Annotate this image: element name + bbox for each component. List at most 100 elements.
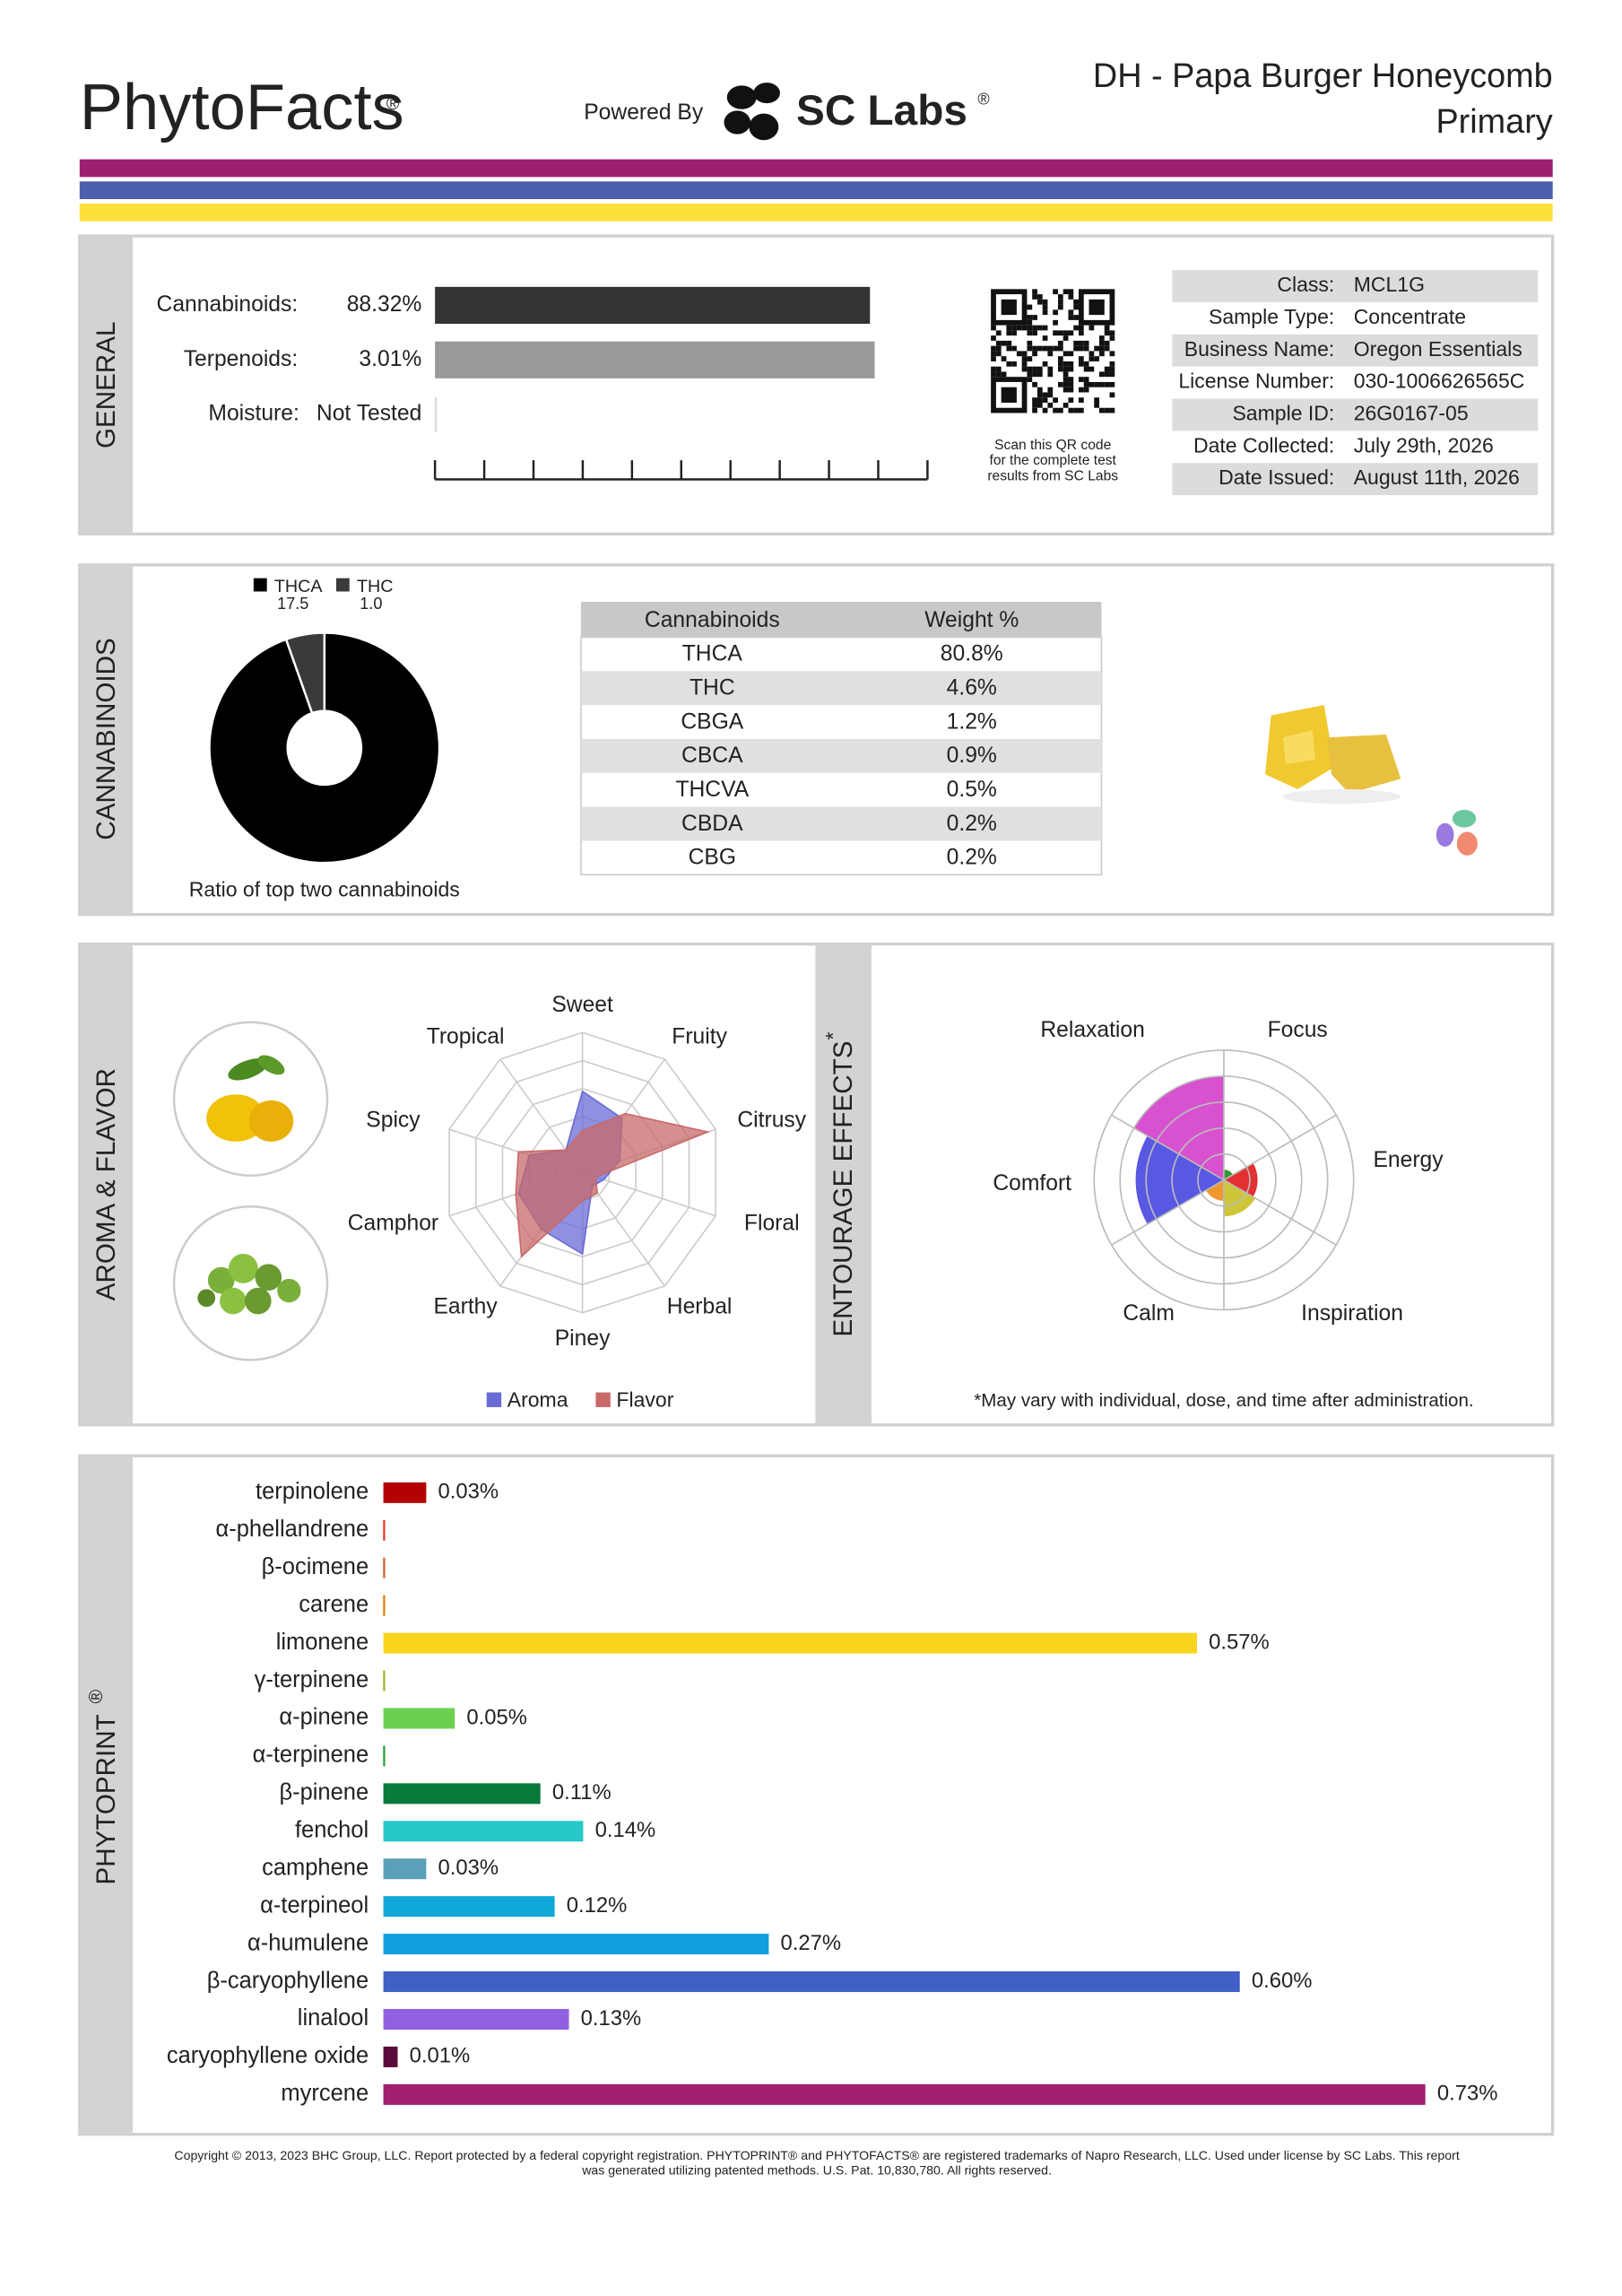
qr-cell xyxy=(1006,330,1012,336)
polar-spoke xyxy=(1223,1114,1337,1181)
table-cell: CBGA xyxy=(681,709,743,734)
section-label: CANNABINOIDS xyxy=(91,638,121,839)
radar-axis-label: Citrusy xyxy=(737,1109,806,1133)
qr-cell xyxy=(995,340,1002,346)
qr-cell xyxy=(1057,304,1063,310)
qr-cell xyxy=(1063,387,1069,393)
terpene-name: α-terpinene xyxy=(253,1743,369,1768)
radar-axis-label: Earthy xyxy=(433,1294,498,1318)
qr-cell xyxy=(1104,345,1110,352)
qr-cell xyxy=(1094,397,1100,403)
qr-cell xyxy=(1089,351,1095,357)
effect-sector xyxy=(1223,1170,1233,1180)
sc-logo-small xyxy=(1436,809,1478,856)
radar-axis-label: Piney xyxy=(555,1326,611,1351)
qr-cell xyxy=(1089,325,1095,331)
table-row-bg xyxy=(580,806,1102,841)
qr-cell xyxy=(1027,330,1033,336)
legend-label: THCA xyxy=(274,577,324,596)
terpene-bar xyxy=(383,1783,541,1805)
qr-cell xyxy=(1063,335,1069,341)
qr-cell xyxy=(1047,345,1054,352)
qr-cell xyxy=(1057,294,1063,300)
terpene-bar xyxy=(383,1858,427,1880)
info-value: 26G0167-05 xyxy=(1354,402,1469,425)
table-cell: THCVA xyxy=(675,778,749,802)
info-value: July 29th, 2026 xyxy=(1354,433,1494,457)
terpene-value: 0.27% xyxy=(781,1931,842,1955)
terpene-name: α-terpineol xyxy=(260,1892,369,1918)
qr-cell xyxy=(1068,289,1074,295)
qr-cell xyxy=(995,366,1002,372)
qr-cell xyxy=(1021,361,1028,367)
qr-cell xyxy=(1027,345,1033,352)
qr-cell xyxy=(1109,335,1115,341)
qr-cell xyxy=(1057,356,1063,361)
row-label: Moisture: xyxy=(208,402,299,426)
radar-axis-label: Camphor xyxy=(348,1211,438,1235)
terpene-bar xyxy=(383,1821,584,1842)
qr-cell xyxy=(1068,315,1074,320)
info-label: Date Collected: xyxy=(1193,433,1334,457)
qr-cell xyxy=(1083,377,1089,382)
qr-cell xyxy=(1042,299,1048,305)
qr-cell xyxy=(1063,366,1069,372)
qr-cell xyxy=(1011,325,1017,331)
qr-cell xyxy=(1063,377,1069,382)
qr-cell xyxy=(1032,294,1037,300)
qr-cell xyxy=(1053,407,1058,413)
qr-cell xyxy=(1042,345,1048,352)
radar-axis-label: Herbal xyxy=(667,1294,733,1318)
qr-cell xyxy=(1032,402,1037,408)
qr-cell xyxy=(1037,397,1043,403)
section-label: ENTOURAGE EFFECTS xyxy=(828,1041,858,1337)
qr-cell xyxy=(1078,361,1084,367)
qr-cell xyxy=(1016,351,1022,357)
legend-swatch xyxy=(253,578,267,592)
table-cell: 0.2% xyxy=(947,846,997,870)
qr-cell xyxy=(1037,299,1043,305)
qr-cell xyxy=(1047,371,1054,378)
qr-cell xyxy=(1027,315,1033,320)
row-value: Not Tested xyxy=(317,402,421,426)
side-band xyxy=(79,944,134,1425)
qr-cell xyxy=(1073,325,1079,331)
qr-cell xyxy=(1078,345,1084,352)
qr-cell xyxy=(1104,340,1110,346)
qr-cell xyxy=(1021,325,1028,331)
qr-cell xyxy=(1042,335,1048,341)
qr-cell xyxy=(1104,371,1110,378)
terpene-name: α-phellandrene xyxy=(216,1517,369,1542)
stripe xyxy=(79,203,1553,222)
side-band xyxy=(815,944,872,1425)
radar-axis-label: Tropical xyxy=(427,1025,505,1049)
hops-image xyxy=(172,1205,329,1361)
section-mark: ® xyxy=(85,1690,107,1704)
qr-cell xyxy=(1042,309,1048,316)
terpene-value: 0.12% xyxy=(567,1893,628,1918)
qr-cell xyxy=(1027,325,1033,331)
table-cell: THCA xyxy=(682,642,743,666)
qr-cell xyxy=(1042,325,1048,331)
qr-cell xyxy=(1032,345,1037,352)
row-value: 88.32% xyxy=(347,292,422,317)
section-label: AROMA & FLAVOR xyxy=(91,1068,121,1300)
qr-cell xyxy=(1027,377,1033,382)
qr-cell xyxy=(1078,325,1084,331)
qr-cell xyxy=(1063,381,1069,387)
table-cell: CBDA xyxy=(681,812,743,836)
radar-axis-label: Fruity xyxy=(672,1025,727,1049)
terpene-value: 0.13% xyxy=(581,2006,642,2031)
table-cell: CBG xyxy=(689,846,736,870)
qr-cell xyxy=(1083,345,1089,352)
qr-cell xyxy=(1006,340,1012,346)
radar-area xyxy=(515,1112,711,1258)
table-cell: 0.2% xyxy=(947,812,997,836)
qr-cell xyxy=(1099,381,1105,387)
effect-sector xyxy=(1133,1075,1224,1180)
qr-cell xyxy=(1037,402,1043,408)
terpene-value: 0.03% xyxy=(438,1856,499,1880)
qr-cell xyxy=(1094,345,1100,352)
qr-caption: for the complete test xyxy=(989,453,1116,468)
